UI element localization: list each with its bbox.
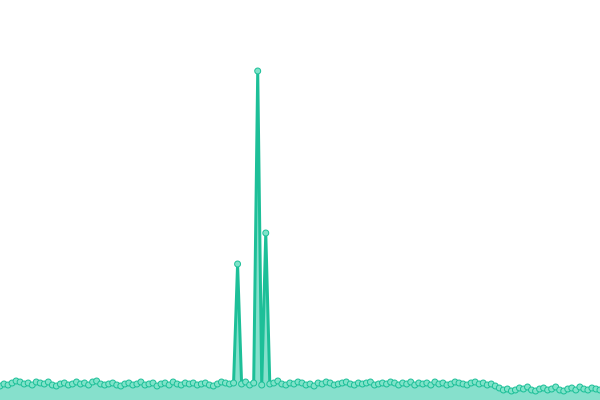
point [258,381,266,389]
point [262,229,270,237]
point [596,386,600,394]
point [254,67,262,75]
point [250,379,258,387]
area-fill [0,71,600,400]
point [230,379,238,387]
area-line [0,69,600,393]
point [234,260,242,268]
